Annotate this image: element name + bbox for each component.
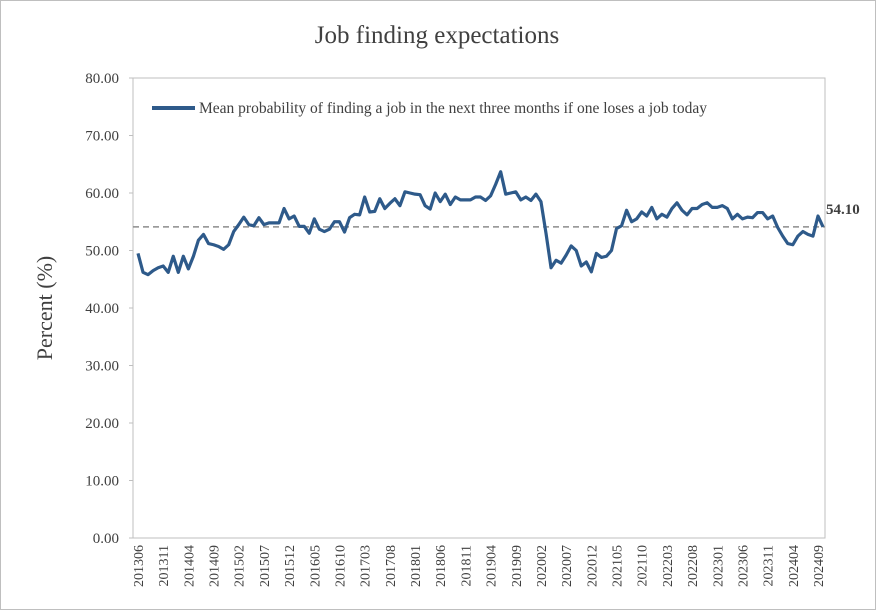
x-tick-label: 201610 — [333, 545, 348, 587]
x-tick-label: 201806 — [434, 545, 449, 587]
x-tick-label: 201801 — [409, 545, 424, 587]
x-tick-label: 202002 — [535, 545, 550, 587]
series-line — [136, 170, 825, 277]
x-tick-label: 202007 — [560, 545, 575, 587]
reference-label: 54.10 — [826, 202, 860, 218]
y-tick-label: 10.00 — [85, 474, 119, 490]
x-tick-label: 201605 — [308, 545, 323, 587]
x-tick-label: 201306 — [132, 545, 147, 587]
x-tick-label: 202105 — [611, 545, 626, 587]
legend-label: Mean probability of finding a job in the… — [199, 100, 707, 117]
y-tick-label: 40.00 — [85, 301, 119, 317]
y-tick-label: 70.00 — [85, 129, 119, 145]
x-tick-label: 201311 — [157, 545, 172, 586]
x-tick-label: 201502 — [233, 545, 248, 587]
x-tick-label: 201904 — [485, 545, 500, 587]
x-tick-label: 202404 — [787, 545, 802, 587]
x-tick-label: 201909 — [510, 545, 525, 587]
x-tick-label: 202110 — [636, 545, 651, 586]
x-tick-label: 201512 — [283, 545, 298, 587]
y-tick-label: 80.00 — [85, 71, 119, 87]
y-tick-label: 30.00 — [85, 359, 119, 375]
y-tick-label: 50.00 — [85, 244, 119, 260]
y-tick-label: 0.00 — [93, 531, 119, 547]
x-tick-label: 202409 — [812, 545, 827, 587]
x-tick-label: 202208 — [686, 545, 701, 587]
x-tick-label: 202311 — [762, 545, 777, 586]
x-tick-label: 202306 — [736, 545, 751, 587]
x-tick-label: 201404 — [182, 545, 197, 587]
x-tick-label: 202012 — [585, 545, 600, 587]
x-tick-label: 201703 — [359, 545, 374, 587]
x-tick-label: 201811 — [459, 545, 474, 586]
x-tick-label: 201409 — [208, 545, 223, 587]
x-tick-label: 202301 — [711, 545, 726, 587]
y-axis-label: Percent (%) — [32, 256, 57, 360]
y-tick-label: 20.00 — [85, 416, 119, 432]
x-tick-label: 201708 — [384, 545, 399, 587]
chart-title: Job finding expectations — [315, 22, 559, 49]
x-tick-label: 202203 — [661, 545, 676, 587]
x-tick-label: 201507 — [258, 545, 273, 587]
y-tick-label: 60.00 — [85, 186, 119, 202]
